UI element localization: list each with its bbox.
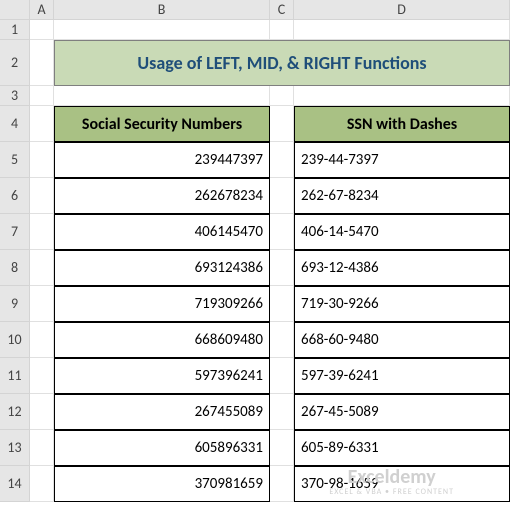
cell-dash-1[interactable]: 262-67-8234 xyxy=(294,178,510,214)
cell-a8[interactable] xyxy=(30,250,54,286)
row-header-6[interactable]: 6 xyxy=(0,178,30,214)
cell-a3[interactable] xyxy=(30,86,54,106)
cell-c3[interactable] xyxy=(270,86,294,106)
cell-ssn-0[interactable]: 239447397 xyxy=(54,142,270,178)
cell-ssn-5[interactable]: 668609480 xyxy=(54,322,270,358)
cell-d1[interactable] xyxy=(294,20,510,40)
cell-c11[interactable] xyxy=(270,358,294,394)
cell-ssn-3[interactable]: 693124386 xyxy=(54,250,270,286)
cell-c14[interactable] xyxy=(270,466,294,502)
cell-ssn-1[interactable]: 262678234 xyxy=(54,178,270,214)
col-header-c[interactable]: C xyxy=(270,0,294,20)
cell-dash-5[interactable]: 668-60-9480 xyxy=(294,322,510,358)
cell-a2[interactable] xyxy=(30,40,54,86)
cell-ssn-8[interactable]: 605896331 xyxy=(54,430,270,466)
row-header-13[interactable]: 13 xyxy=(0,430,30,466)
row-header-10[interactable]: 10 xyxy=(0,322,30,358)
row-header-9[interactable]: 9 xyxy=(0,286,30,322)
row-header-7[interactable]: 7 xyxy=(0,214,30,250)
row-header-14[interactable]: 14 xyxy=(0,466,30,502)
cell-dash-7[interactable]: 267-45-5089 xyxy=(294,394,510,430)
cell-a12[interactable] xyxy=(30,394,54,430)
corner-cell[interactable] xyxy=(0,0,30,20)
cell-ssn-2[interactable]: 406145470 xyxy=(54,214,270,250)
cell-a7[interactable] xyxy=(30,214,54,250)
cell-a13[interactable] xyxy=(30,430,54,466)
cell-dash-4[interactable]: 719-30-9266 xyxy=(294,286,510,322)
cell-ssn-9[interactable]: 370981659 xyxy=(54,466,270,502)
cell-a1[interactable] xyxy=(30,20,54,40)
cell-c6[interactable] xyxy=(270,178,294,214)
cell-dash-6[interactable]: 597-39-6241 xyxy=(294,358,510,394)
cell-d3[interactable] xyxy=(294,86,510,106)
cell-b3[interactable] xyxy=(54,86,270,106)
row-header-1[interactable]: 1 xyxy=(0,20,30,40)
cell-dash-8[interactable]: 605-89-6331 xyxy=(294,430,510,466)
row-header-2[interactable]: 2 xyxy=(0,40,30,86)
cell-dash-9[interactable]: 370-98-1659 xyxy=(294,466,510,502)
spreadsheet-grid: A B C D 1 2 Usage of LEFT, MID, & RIGHT … xyxy=(0,0,514,502)
cell-c13[interactable] xyxy=(270,430,294,466)
cell-c8[interactable] xyxy=(270,250,294,286)
cell-a10[interactable] xyxy=(30,322,54,358)
cell-dash-0[interactable]: 239-44-7397 xyxy=(294,142,510,178)
title-cell[interactable]: Usage of LEFT, MID, & RIGHT Functions xyxy=(54,40,510,86)
cell-c9[interactable] xyxy=(270,286,294,322)
cell-a4[interactable] xyxy=(30,106,54,142)
cell-a14[interactable] xyxy=(30,466,54,502)
header-ssn-dash[interactable]: SSN with Dashes xyxy=(294,106,510,142)
row-header-8[interactable]: 8 xyxy=(0,250,30,286)
row-header-4[interactable]: 4 xyxy=(0,106,30,142)
col-header-b[interactable]: B xyxy=(54,0,270,20)
cell-b1[interactable] xyxy=(54,20,270,40)
cell-c5[interactable] xyxy=(270,142,294,178)
cell-c4[interactable] xyxy=(270,106,294,142)
row-header-11[interactable]: 11 xyxy=(0,358,30,394)
row-header-5[interactable]: 5 xyxy=(0,142,30,178)
cell-c7[interactable] xyxy=(270,214,294,250)
cell-c12[interactable] xyxy=(270,394,294,430)
cell-ssn-4[interactable]: 719309266 xyxy=(54,286,270,322)
row-header-12[interactable]: 12 xyxy=(0,394,30,430)
header-ssn[interactable]: Social Security Numbers xyxy=(54,106,270,142)
cell-c10[interactable] xyxy=(270,322,294,358)
cell-dash-2[interactable]: 406-14-5470 xyxy=(294,214,510,250)
cell-dash-3[interactable]: 693-12-4386 xyxy=(294,250,510,286)
cell-a11[interactable] xyxy=(30,358,54,394)
cell-a6[interactable] xyxy=(30,178,54,214)
cell-a5[interactable] xyxy=(30,142,54,178)
cell-a9[interactable] xyxy=(30,286,54,322)
col-header-d[interactable]: D xyxy=(294,0,510,20)
cell-ssn-6[interactable]: 597396241 xyxy=(54,358,270,394)
cell-ssn-7[interactable]: 267455089 xyxy=(54,394,270,430)
cell-c1[interactable] xyxy=(270,20,294,40)
row-header-3[interactable]: 3 xyxy=(0,86,30,106)
col-header-a[interactable]: A xyxy=(30,0,54,20)
